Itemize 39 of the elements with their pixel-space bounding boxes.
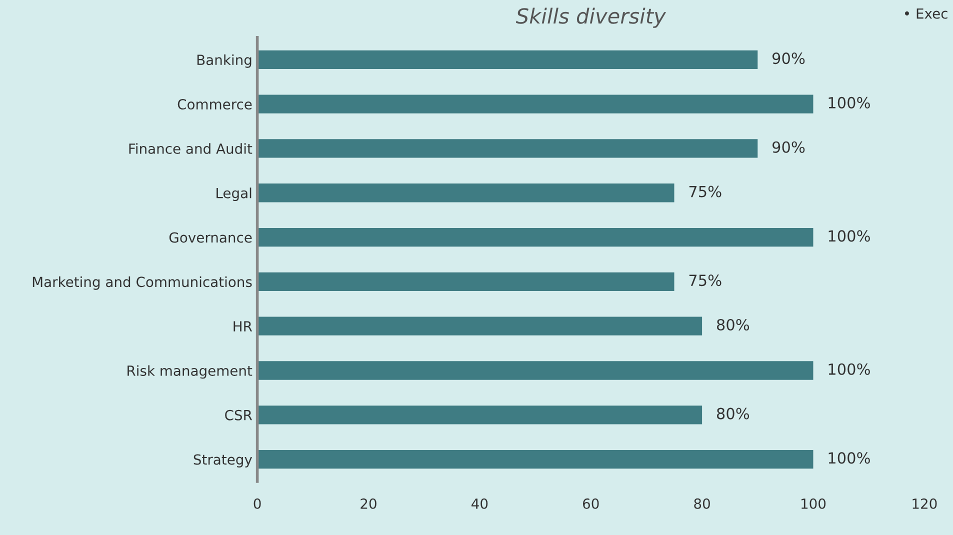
- x-tick-label: 120: [912, 498, 937, 509]
- x-tick-label: 20: [360, 498, 376, 509]
- bar: [257, 450, 814, 469]
- y-tick-label: HR: [234, 321, 252, 332]
- bar: [257, 272, 674, 292]
- x-tick-label: 100: [801, 498, 826, 509]
- y-tick-label: Strategy: [194, 454, 252, 468]
- y-tick-label: Banking: [197, 54, 252, 68]
- bar: [257, 184, 674, 202]
- y-tick-label: Risk management: [128, 365, 252, 379]
- bar: [257, 316, 702, 336]
- bar: [257, 406, 702, 424]
- text: • Exec: [904, 8, 948, 19]
- y-tick-label: Legal: [216, 188, 252, 202]
- data-label: 80%: [716, 318, 750, 331]
- data-label: 100%: [828, 96, 870, 108]
- bar: [257, 139, 758, 158]
- bar: [257, 361, 814, 380]
- x-tick-label: 60: [582, 498, 599, 509]
- data-label: 75%: [689, 274, 722, 286]
- x-tick-label: 80: [694, 498, 710, 509]
- x-tick-label: 0: [254, 498, 261, 509]
- data-label: 90%: [772, 141, 805, 153]
- data-label: 75%: [689, 186, 722, 198]
- y-tick-label: Marketing and Communications: [32, 276, 252, 290]
- x-tick-label: 40: [472, 498, 488, 509]
- data-label: 100%: [828, 452, 870, 464]
- y-tick-label: Governance: [169, 232, 252, 243]
- bar: [257, 228, 814, 247]
- data-label: 80%: [716, 408, 750, 420]
- chart-title: Skills diversity: [516, 8, 666, 28]
- y-tick-label: Commerce: [178, 99, 252, 110]
- y-tick-label: Finance and Audit: [129, 143, 252, 154]
- data-label: 100%: [828, 363, 870, 375]
- bar: [257, 50, 758, 69]
- data-label: 90%: [772, 52, 805, 64]
- data-label: 100%: [828, 230, 870, 242]
- bar: [257, 94, 814, 114]
- y-tick-label: CSR: [225, 410, 252, 420]
